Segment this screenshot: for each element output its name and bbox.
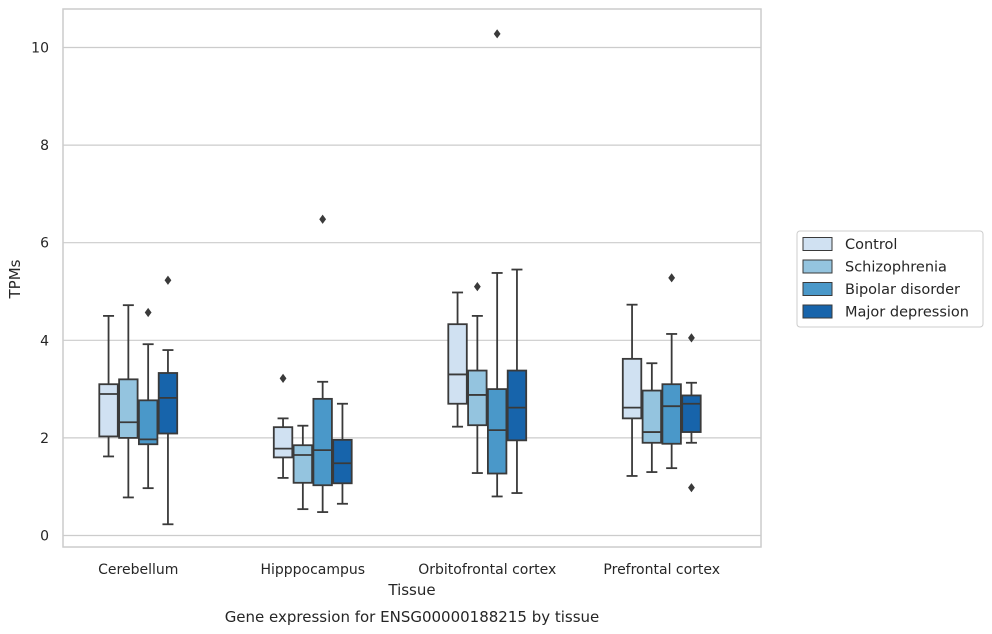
legend-swatch <box>802 304 833 319</box>
box-iqr <box>272 426 294 459</box>
x-tick-labels: Cerebellum Hipppocampus Orbitofrontal cort… <box>98 562 720 578</box>
box-iqr <box>681 394 702 433</box>
boxes <box>98 29 702 526</box>
box-iqr <box>137 399 159 446</box>
box-iqr <box>661 383 682 445</box>
box-schizophrenia <box>292 424 314 511</box>
box-iqr <box>118 378 139 439</box>
outlier-point <box>279 373 287 383</box>
box-iqr <box>98 383 119 438</box>
y-tick-label: 8 <box>40 138 49 154</box>
x-axis-label: Tissue <box>387 581 435 599</box>
legend-swatch <box>802 282 833 296</box>
box-iqr <box>506 369 528 442</box>
box-control <box>98 314 119 458</box>
box-bipolar-disorder <box>661 273 682 470</box>
outlier-point <box>493 29 501 39</box>
box-control <box>272 373 294 479</box>
box-bipolar-disorder <box>486 29 508 498</box>
outlier-point <box>164 275 172 285</box>
legend-label: Schizophrenia <box>845 260 947 276</box>
legend-swatch <box>802 259 833 274</box>
outlier-point <box>668 273 676 283</box>
box-schizophrenia <box>118 304 139 499</box>
outlier-point <box>319 214 327 224</box>
box-iqr <box>486 388 508 475</box>
y-tick-label: 4 <box>40 333 49 349</box>
y-tick-label: 10 <box>31 41 49 57</box>
x-tick-label: Orbitofrontal cortex <box>418 562 556 578</box>
box-major-depression <box>332 402 353 505</box>
box-iqr <box>641 389 662 444</box>
box-schizophrenia <box>467 282 488 474</box>
x-tick-label: Prefrontal cortex <box>603 562 720 578</box>
box-iqr <box>292 444 314 484</box>
box-iqr <box>447 323 468 405</box>
chart-caption: Gene expression for ENSG00000188215 by t… <box>225 608 600 626</box>
y-tick-label: 6 <box>40 236 49 252</box>
plot-frame <box>62 8 762 548</box>
gridlines <box>63 46 761 537</box>
outlier-point <box>688 483 695 493</box>
box-major-depression <box>506 268 528 494</box>
box-iqr <box>467 369 488 427</box>
outlier-point <box>688 333 695 343</box>
y-axis-label: TPMs <box>6 259 24 299</box>
y-tick-label: 0 <box>40 529 49 545</box>
legend: Control Schizophrenia Bipolar disorder Majo… <box>796 230 984 328</box>
y-tick-label: 2 <box>40 431 49 447</box>
box-schizophrenia <box>641 362 662 473</box>
box-iqr <box>332 438 353 485</box>
legend-frame <box>796 230 984 328</box>
box-control <box>447 291 468 428</box>
box-iqr <box>621 357 643 420</box>
box-control <box>621 303 643 477</box>
box-bipolar-disorder <box>137 307 159 490</box>
x-tick-label: Hipppocampus <box>260 562 365 578</box>
box-major-depression <box>157 275 179 526</box>
legend-label: Bipolar disorder <box>845 282 960 298</box>
legend-label: Control <box>845 237 897 253</box>
outlier-point <box>473 282 481 292</box>
y-tick-labels: 0 2 4 6 8 10 <box>31 41 49 545</box>
legend-label: Major depression <box>845 305 969 321</box>
box-bipolar-disorder <box>312 214 333 513</box>
outlier-point <box>144 307 152 318</box>
legend-swatch <box>802 237 833 251</box>
box-iqr <box>157 372 179 435</box>
x-tick-label: Cerebellum <box>98 562 178 578</box>
box-iqr <box>312 397 333 487</box>
box-major-depression <box>681 333 702 493</box>
